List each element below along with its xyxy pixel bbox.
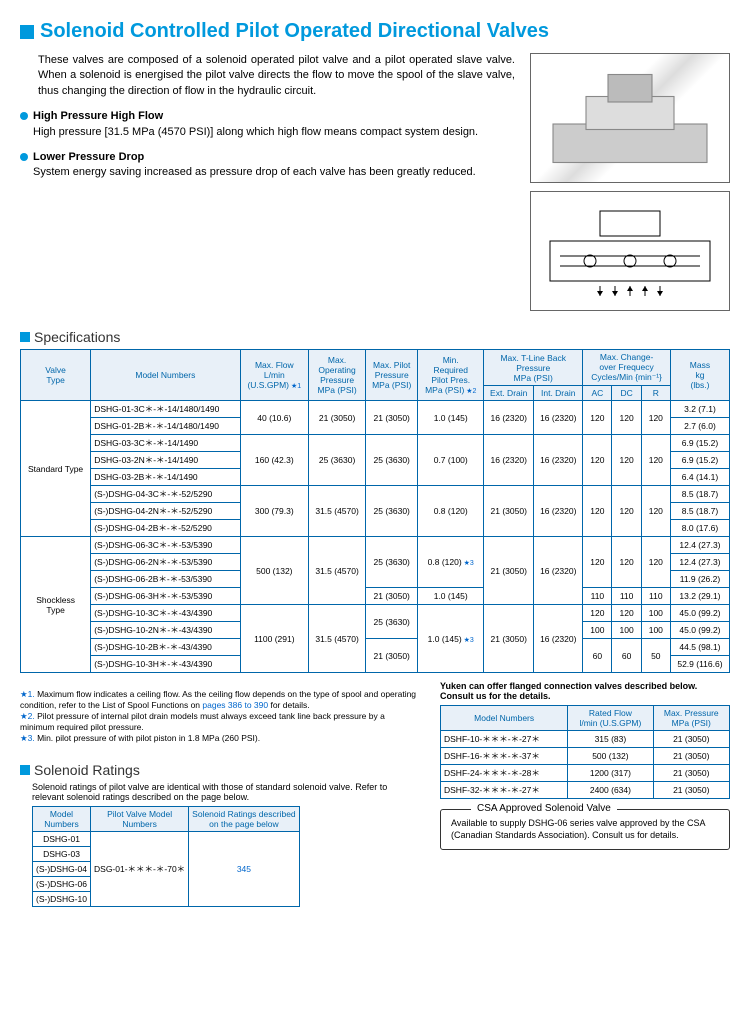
table-row: DSHF-16-＊＊＊-＊-37＊500 (132)21 (3050) [441, 748, 730, 765]
bullet-1: High Pressure High Flow [20, 109, 515, 124]
sr-heading-row: Solenoid Ratings [20, 762, 420, 778]
table-row: DSHF-32-＊＊＊-＊-27＊2400 (634)21 (3050) [441, 782, 730, 799]
bullet-2: Lower Pressure Drop [20, 150, 515, 165]
spec-heading: Specifications [34, 329, 120, 345]
th-sr-page: Solenoid Ratings described on the page b… [189, 807, 299, 832]
table-row: (S-)DSHG-10-2B＊-＊-43/439021 (3050)606050… [21, 639, 730, 656]
flange-note: Yuken can offer flanged connection valve… [440, 681, 730, 701]
intro-text: These valves are composed of a solenoid … [20, 53, 515, 99]
th-mass: Mass kg (lbs.) [670, 350, 729, 401]
th-sr-pilot: Pilot Valve Model Numbers [91, 807, 189, 832]
bullet-2-body: System energy saving increased as pressu… [33, 165, 515, 180]
table-row: (S-)DSHG-10-3C＊-＊-43/4390 1100 (291) 31.… [21, 605, 730, 622]
th-changeover: Max. Change- over Frequecy Cycles/Min {m… [583, 350, 671, 386]
note-2: ★2. Pilot pressure of internal pilot dra… [20, 711, 420, 733]
csa-title: CSA Approved Solenoid Valve [471, 803, 617, 814]
bottom-right: Yuken can offer flanged connection valve… [440, 681, 730, 907]
solenoid-ratings-table: Model Numbers Pilot Valve Model Numbers … [32, 806, 300, 907]
table-row: DSHF-24-＊＊＊-＊-28＊1200 (317)21 (3050) [441, 765, 730, 782]
specifications-table: Valve Type Model Numbers Max. Flow L/min… [20, 349, 730, 673]
th-maxop: Max. Operating Pressure MPa (PSI) [309, 350, 366, 401]
bullet-dot-icon [20, 153, 28, 161]
th-minpilot: Min. Required Pilot Pres. MPa (PSI) ★2 [418, 350, 484, 401]
page-title-row: Solenoid Controlled Pilot Operated Direc… [20, 20, 730, 43]
bullet-1-title: High Pressure High Flow [33, 109, 163, 124]
table-row: (S-)DSHG-06-3H＊-＊-53/539021 (3050)1.0 (1… [21, 588, 730, 605]
th-valve-type: Valve Type [21, 350, 91, 401]
schematic-diagram [530, 191, 730, 311]
bottom-left: ★1. Maximum flow indicates a ceiling flo… [20, 681, 420, 907]
table-row: (S-)DSHG-04-3C＊-＊-52/5290 300 (79.3) 31.… [21, 486, 730, 503]
th-fl-model: Model Numbers [441, 706, 568, 731]
th-maxpilot: Max. Pilot Pressure MPa (PSI) [366, 350, 418, 401]
sr-text: Solenoid ratings of pilot valve are iden… [20, 782, 420, 802]
table-row: Standard Type DSHG-01-3C＊-＊-14/1480/1490… [21, 401, 730, 418]
th-fl-press: Max. Pressure MPa (PSI) [653, 706, 729, 731]
th-model: Model Numbers [91, 350, 240, 401]
bullet-dot-icon [20, 112, 28, 120]
th-maxflow: Max. Flow L/min (U.S.GPM) ★1 [240, 350, 309, 401]
footnotes: ★1. Maximum flow indicates a ceiling flo… [20, 689, 420, 744]
table-row: DSHG-03-3C＊-＊-14/1490 160 (42.3) 25 (363… [21, 435, 730, 452]
th-r: R [641, 386, 670, 401]
th-tline: Max. T-Line Back Pressure MPa (PSI) [484, 350, 583, 386]
th-fl-flow: Rated Flow l/min (U.S.GPM) [568, 706, 653, 731]
section-square-icon [20, 765, 30, 775]
section-square-icon [20, 332, 30, 342]
note-3: ★3. Min. pilot pressure of with pilot pi… [20, 733, 420, 744]
bullet-1-body: High pressure [31.5 MPa (4570 PSI)] alon… [33, 125, 515, 140]
image-column [530, 53, 730, 311]
table-row: DSHF-10-＊＊＊-＊-27＊315 (83)21 (3050) [441, 731, 730, 748]
flange-table: Model Numbers Rated Flow l/min (U.S.GPM)… [440, 705, 730, 799]
title-square-icon [20, 25, 34, 39]
table-row: ShocklessType (S-)DSHG-06-3C＊-＊-53/5390 … [21, 537, 730, 554]
csa-box: CSA Approved Solenoid Valve Available to… [440, 809, 730, 850]
th-sr-model: Model Numbers [33, 807, 91, 832]
top-section: These valves are composed of a solenoid … [20, 53, 730, 311]
intro-column: These valves are composed of a solenoid … [20, 53, 515, 311]
th-dc: DC [612, 386, 641, 401]
product-photo [530, 53, 730, 183]
sr-heading: Solenoid Ratings [34, 762, 140, 778]
note-1: ★1. Maximum flow indicates a ceiling flo… [20, 689, 420, 711]
csa-body: Available to supply DSHG-06 series valve… [451, 818, 719, 841]
th-extdrain: Ext. Drain [484, 386, 534, 401]
bullet-2-title: Lower Pressure Drop [33, 150, 144, 165]
th-ac: AC [583, 386, 612, 401]
table-row: DSHG-01DSG-01-＊＊＊-＊-70＊345 [33, 832, 300, 847]
bottom-section: ★1. Maximum flow indicates a ceiling flo… [20, 681, 730, 907]
page-title: Solenoid Controlled Pilot Operated Direc… [40, 20, 549, 43]
spec-heading-row: Specifications [20, 329, 730, 345]
th-intdrain: Int. Drain [534, 386, 583, 401]
